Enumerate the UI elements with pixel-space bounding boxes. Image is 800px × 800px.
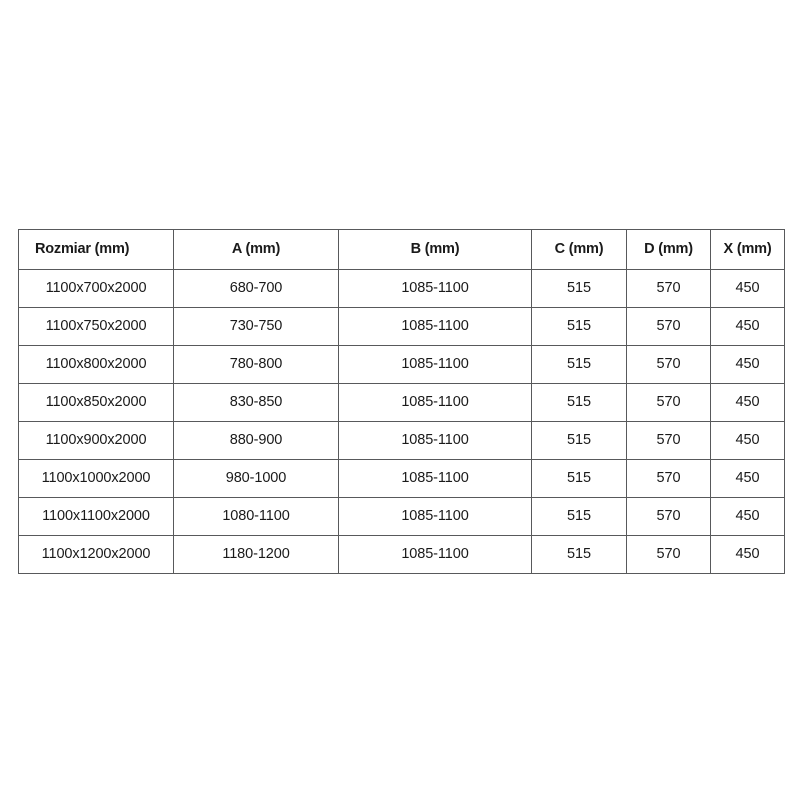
cell-size: 1100x1200x2000 <box>18 535 174 574</box>
table-header: Rozmiar (mm) A (mm) B (mm) C (mm) D (mm)… <box>18 229 785 270</box>
cell-x: 450 <box>710 345 785 384</box>
cell-d: 570 <box>626 421 711 460</box>
column-header-c: C (mm) <box>531 229 627 270</box>
cell-x: 450 <box>710 307 785 346</box>
cell-b: 1085-1100 <box>338 459 532 498</box>
table-row: 1100x1100x2000 1080-1100 1085-1100 515 570 45… <box>18 497 785 536</box>
cell-a: 830-850 <box>173 383 339 422</box>
cell-b: 1085-1100 <box>338 345 532 384</box>
cell-d: 570 <box>626 497 711 536</box>
cell-x: 450 <box>710 497 785 536</box>
cell-c: 515 <box>531 307 627 346</box>
column-header-size: Rozmiar (mm) <box>18 229 174 270</box>
table-row: 1100x900x2000 880-900 1085-1100 515 570 450 <box>18 421 785 460</box>
cell-b: 1085-1100 <box>338 307 532 346</box>
cell-c: 515 <box>531 497 627 536</box>
cell-a: 980-1000 <box>173 459 339 498</box>
table-row: 1100x1000x2000 980-1000 1085-1100 515 570 450 <box>18 459 785 498</box>
cell-x: 450 <box>710 459 785 498</box>
cell-size: 1100x1100x2000 <box>18 497 174 536</box>
table-row: 1100x800x2000 780-800 1085-1100 515 570 450 <box>18 345 785 384</box>
cell-d: 570 <box>626 345 711 384</box>
spec-table-container: Rozmiar (mm) A (mm) B (mm) C (mm) D (mm)… <box>18 229 785 574</box>
cell-d: 570 <box>626 307 711 346</box>
cell-b: 1085-1100 <box>338 421 532 460</box>
cell-a: 780-800 <box>173 345 339 384</box>
table-body: 1100x700x2000 680-700 1085-1100 515 570 450 11… <box>18 269 785 574</box>
cell-d: 570 <box>626 269 711 308</box>
cell-size: 1100x700x2000 <box>18 269 174 308</box>
column-header-d: D (mm) <box>626 229 711 270</box>
cell-c: 515 <box>531 421 627 460</box>
cell-b: 1085-1100 <box>338 383 532 422</box>
column-header-x: X (mm) <box>710 229 785 270</box>
cell-c: 515 <box>531 535 627 574</box>
cell-c: 515 <box>531 383 627 422</box>
cell-b: 1085-1100 <box>338 497 532 536</box>
cell-a: 730-750 <box>173 307 339 346</box>
table-row: 1100x1200x2000 1180-1200 1085-1100 515 570 45… <box>18 535 785 574</box>
cell-size: 1100x800x2000 <box>18 345 174 384</box>
cell-size: 1100x750x2000 <box>18 307 174 346</box>
table-row: 1100x850x2000 830-850 1085-1100 515 570 450 <box>18 383 785 422</box>
cell-size: 1100x1000x2000 <box>18 459 174 498</box>
cell-x: 450 <box>710 269 785 308</box>
cell-a: 880-900 <box>173 421 339 460</box>
cell-d: 570 <box>626 535 711 574</box>
table-row: 1100x750x2000 730-750 1085-1100 515 570 450 <box>18 307 785 346</box>
table-header-row: Rozmiar (mm) A (mm) B (mm) C (mm) D (mm)… <box>18 229 785 270</box>
dimensions-table: Rozmiar (mm) A (mm) B (mm) C (mm) D (mm)… <box>18 229 785 574</box>
column-header-b: B (mm) <box>338 229 532 270</box>
cell-x: 450 <box>710 535 785 574</box>
cell-c: 515 <box>531 269 627 308</box>
cell-d: 570 <box>626 459 711 498</box>
cell-b: 1085-1100 <box>338 535 532 574</box>
column-header-a: A (mm) <box>173 229 339 270</box>
cell-size: 1100x850x2000 <box>18 383 174 422</box>
cell-a: 680-700 <box>173 269 339 308</box>
table-row: 1100x700x2000 680-700 1085-1100 515 570 450 <box>18 269 785 308</box>
cell-x: 450 <box>710 421 785 460</box>
cell-b: 1085-1100 <box>338 269 532 308</box>
cell-c: 515 <box>531 459 627 498</box>
cell-a: 1180-1200 <box>173 535 339 574</box>
cell-size: 1100x900x2000 <box>18 421 174 460</box>
cell-d: 570 <box>626 383 711 422</box>
cell-c: 515 <box>531 345 627 384</box>
cell-x: 450 <box>710 383 785 422</box>
cell-a: 1080-1100 <box>173 497 339 536</box>
